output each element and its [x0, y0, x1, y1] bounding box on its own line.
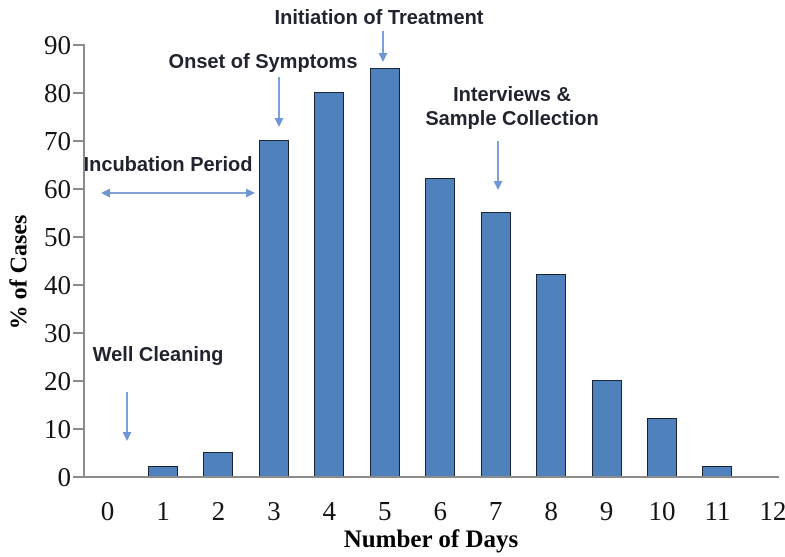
y-tick-label-10: 10 — [44, 414, 71, 444]
x-tick-label-11: 11 — [704, 496, 731, 526]
interviews-down-arrow-icon — [493, 181, 503, 190]
y-tick-mark-90 — [73, 44, 83, 46]
x-tick-label-1: 1 — [156, 496, 170, 526]
bar-day-6 — [425, 178, 456, 478]
bar-day-7 — [480, 212, 511, 478]
y-tick-mark-70 — [73, 140, 83, 142]
x-tick-label-9: 9 — [599, 496, 614, 526]
x-tick-label-7: 7 — [488, 496, 503, 526]
y-tick-label-0: 0 — [57, 462, 72, 492]
bar-day-5 — [369, 68, 400, 478]
x-tick-label-4: 4 — [322, 496, 337, 526]
y-tick-label-60: 60 — [44, 174, 71, 204]
annotation-well-line: Well Cleaning — [92, 344, 224, 366]
y-tick-label-40: 40 — [44, 270, 71, 300]
x-axis-line — [83, 476, 779, 478]
annotation-initiation-line: Initiation of Treatment — [274, 7, 484, 29]
annotation-interviews: Interviews & Sample Collection — [425, 83, 598, 131]
y-tick-label-20: 20 — [44, 366, 71, 396]
y-tick-label-80: 80 — [44, 78, 71, 108]
annotation-well: Well Cleaning — [93, 343, 224, 367]
annotation-initiation: Initiation of Treatment — [275, 6, 484, 30]
x-axis-title: Number of Days — [343, 526, 519, 553]
y-tick-mark-10 — [73, 428, 83, 430]
y-tick-mark-80 — [73, 92, 83, 94]
x-tick-label-2: 2 — [211, 496, 226, 526]
bar-day-10 — [647, 418, 677, 478]
bar-day-9 — [591, 380, 622, 478]
x-tick-label-6: 6 — [433, 496, 447, 526]
y-tick-mark-30 — [73, 332, 83, 334]
y-tick-mark-0 — [73, 476, 83, 478]
incubation-right-arrow-icon — [246, 188, 255, 198]
y-tick-label-70: 70 — [44, 126, 71, 156]
annotation-incubation-line: Incubation Period — [83, 154, 253, 176]
y-tick-label-50: 50 — [44, 222, 71, 252]
bar-day-3 — [258, 140, 289, 478]
initiation-down-arrow-icon — [378, 53, 388, 62]
bar-day-8 — [536, 274, 567, 478]
y-tick-label-30: 30 — [44, 318, 71, 348]
incubation-left-arrow-icon — [101, 188, 110, 198]
x-tick-label-5: 5 — [378, 496, 392, 526]
x-tick-label-0: 0 — [100, 496, 115, 526]
y-tick-label-90: 90 — [44, 30, 71, 60]
x-tick-label-3: 3 — [267, 496, 281, 526]
y-axis-line — [83, 44, 85, 478]
annotation-onset: Onset of Symptoms — [169, 50, 358, 74]
bar-day-4 — [314, 92, 345, 478]
annotation-interviews-line: Sample Collection — [425, 108, 599, 130]
y-tick-mark-20 — [73, 380, 83, 382]
well-down-arrow-icon — [122, 432, 132, 441]
y-tick-mark-60 — [73, 188, 83, 190]
x-tick-label-12: 12 — [759, 496, 785, 526]
y-tick-mark-50 — [73, 236, 83, 238]
bar-day-2 — [203, 452, 234, 478]
y-tick-mark-40 — [73, 284, 83, 286]
annotation-interviews-line: Interviews & — [453, 84, 571, 106]
x-tick-label-8: 8 — [544, 496, 558, 526]
onset-down-arrow-icon — [274, 118, 284, 127]
annotation-onset-line: Onset of Symptoms — [168, 51, 358, 73]
x-tick-label-10: 10 — [648, 496, 676, 526]
annotation-incubation: Incubation Period — [84, 153, 253, 177]
